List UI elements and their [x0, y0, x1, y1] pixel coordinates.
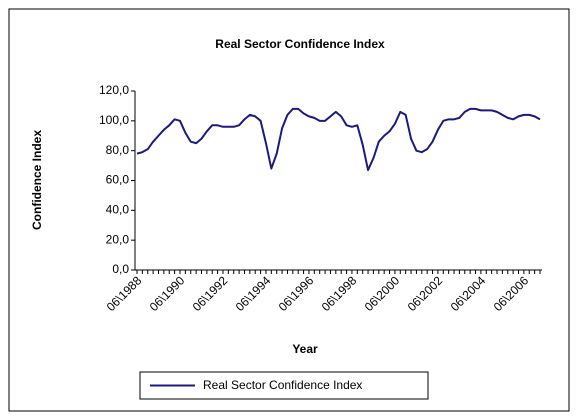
data-line	[136, 107, 541, 172]
y-tick-label: 60,0	[106, 173, 130, 187]
legend-label: Real Sector Confidence Index	[203, 378, 362, 392]
y-axis-label: Confidence Index	[30, 130, 44, 230]
y-tick-label: 120,0	[99, 83, 129, 97]
y-tick-label: 100,0	[99, 113, 129, 127]
chart-title: Real Sector Confidence Index	[215, 37, 385, 51]
y-tick-label: 0,0	[112, 262, 129, 276]
chart-frame	[8, 8, 570, 412]
y-tick-label: 80,0	[106, 143, 130, 157]
y-tick-label: 40,0	[106, 203, 130, 217]
x-axis-label: Year	[292, 342, 318, 356]
y-tick-label: 20,0	[106, 232, 130, 246]
